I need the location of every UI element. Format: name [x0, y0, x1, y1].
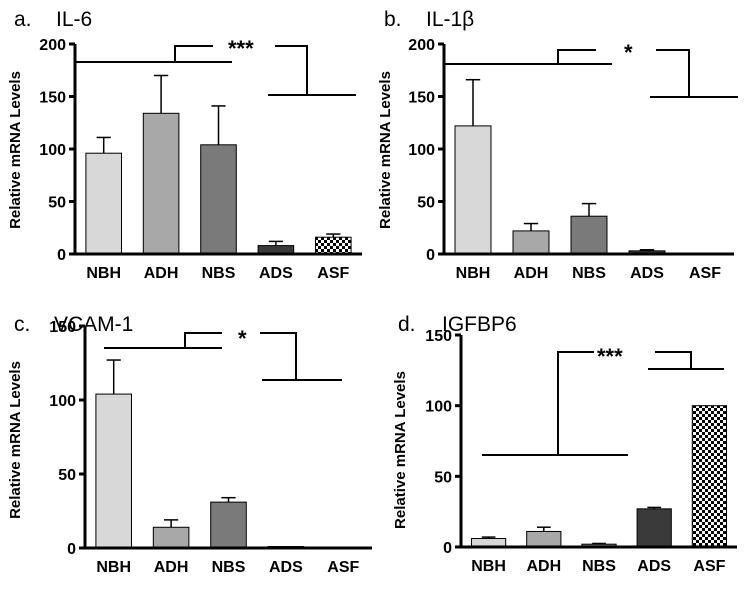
y-tick-label: 150	[49, 319, 76, 336]
category-label: ADS	[259, 265, 293, 282]
bar-nbh	[454, 125, 492, 255]
y-axis-label: Relative mRNA Levels	[7, 361, 24, 519]
y-tick-label: 0	[67, 541, 76, 558]
y-axis-label: Relative mRNA Levels	[377, 71, 394, 229]
significance-bracket	[174, 45, 213, 62]
category-label: ADS	[637, 558, 671, 575]
significance-marker: ***	[228, 36, 254, 61]
category-label: NBH	[96, 559, 131, 576]
y-tick-label: 50	[434, 469, 452, 486]
category-label: ADH	[154, 559, 189, 576]
y-tick-label: 150	[425, 328, 452, 345]
bar-nbh	[95, 393, 132, 549]
category-label: ADH	[514, 265, 549, 282]
category-label: ADH	[526, 558, 561, 575]
category-label: NBH	[471, 558, 506, 575]
significance-bracket	[656, 49, 690, 97]
panel-letter: d.	[398, 313, 416, 336]
bar-nbs	[210, 501, 247, 549]
chart-title: IL-6	[56, 8, 92, 31]
y-tick-label: 100	[408, 142, 435, 159]
category-label: ASF	[317, 265, 349, 282]
y-axis-label: Relative mRNA Levels	[392, 371, 409, 529]
y-tick-label: 200	[408, 37, 435, 54]
y-tick-label: 0	[426, 247, 435, 264]
y-tick-label: 100	[425, 399, 452, 416]
significance-bracket	[184, 332, 222, 348]
significance-marker: ***	[597, 344, 623, 369]
category-label: ASF	[689, 265, 721, 282]
panel-letter: c.	[14, 313, 30, 336]
category-label: ASF	[693, 558, 725, 575]
panel-letter: a.	[14, 8, 32, 31]
chart-title: VCAM-1	[54, 313, 133, 336]
category-label: ADS	[269, 559, 303, 576]
bar-ads	[636, 508, 672, 548]
category-label: NBS	[202, 265, 236, 282]
y-tick-label: 150	[408, 90, 435, 107]
y-tick-label: 50	[417, 195, 435, 212]
category-label: NBS	[212, 559, 246, 576]
bar-adh	[152, 526, 190, 549]
category-label: NBS	[572, 265, 606, 282]
y-tick-label: 100	[49, 393, 76, 410]
significance-bracket	[557, 49, 596, 64]
y-axis-label: Relative mRNA Levels	[7, 71, 24, 229]
panel-letter: b.	[384, 8, 402, 31]
bar-asf	[315, 236, 352, 255]
y-tick-label: 200	[39, 37, 66, 54]
category-label: ADS	[630, 265, 664, 282]
bar-adh	[142, 112, 180, 255]
significance-bracket	[275, 45, 308, 95]
bar-asf	[691, 405, 728, 548]
category-label: ADH	[144, 265, 179, 282]
significance-marker: *	[238, 326, 247, 351]
panel-d: d. IGFBP6 Relative mRNA Levels NBH ADH NBS ADS…	[392, 313, 737, 575]
bar-adh	[526, 530, 562, 548]
bar-nbh	[85, 152, 122, 255]
y-tick-label: 100	[39, 142, 66, 159]
y-tick-label: 0	[57, 247, 66, 264]
y-tick-label: 50	[58, 467, 76, 484]
significance-bracket	[557, 351, 594, 455]
chart-title: IGFBP6	[442, 313, 517, 336]
panel-a: a. IL-6 Relative mRNA Levels NBH ADH NBS ADS AS…	[7, 8, 362, 282]
bar-nbs	[570, 215, 608, 255]
significance-bracket	[260, 332, 297, 380]
y-tick-label: 0	[443, 540, 452, 557]
significance-bracket	[655, 351, 692, 369]
bar-adh	[512, 230, 550, 255]
chart-title: IL-1β	[426, 8, 474, 31]
panel-b: b. IL-1β Relative mRNA Levels NBH ADH NBS ADS A…	[377, 8, 738, 282]
category-label: NBS	[582, 558, 616, 575]
category-label: ASF	[327, 559, 359, 576]
y-tick-label: 50	[48, 195, 66, 212]
bar-nbs	[200, 144, 237, 255]
panel-c: c. VCAM-1 Relative mRNA Levels NBH ADH NBS ADS…	[7, 313, 372, 576]
category-label: NBH	[86, 265, 121, 282]
significance-marker: *	[624, 40, 633, 65]
category-label: NBH	[456, 265, 491, 282]
y-tick-label: 150	[39, 90, 66, 107]
